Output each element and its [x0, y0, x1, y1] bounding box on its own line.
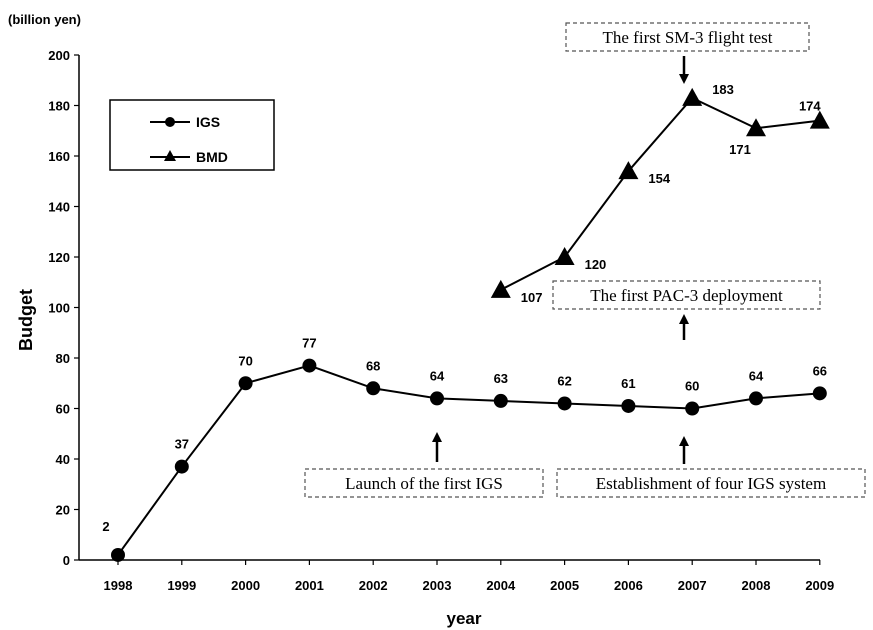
- x-tick-label-1998: 1998: [104, 578, 133, 593]
- data-label-bmd-2006: 154: [648, 171, 670, 186]
- point-igs-1998: [111, 547, 125, 562]
- data-label-igs-2003: 64: [430, 368, 445, 383]
- y-tick-label: 160: [48, 149, 70, 164]
- data-label-igs-2002: 68: [366, 358, 380, 373]
- annotation-text: Launch of the first IGS: [345, 474, 503, 493]
- data-label-igs-2005: 62: [557, 373, 571, 388]
- x-axis-title: year: [447, 609, 482, 628]
- y-tick-label: 60: [56, 402, 70, 417]
- data-label-igs-2006: 61: [621, 376, 635, 391]
- x-tick-label-2004: 2004: [486, 578, 516, 593]
- point-igs-2004: [493, 393, 508, 408]
- point-bmd-2008: [746, 118, 766, 137]
- point-igs-2003: [430, 391, 444, 406]
- x-tick-label-2005: 2005: [550, 578, 579, 593]
- point-bmd-2009: [809, 110, 830, 129]
- legend-bmd-marker: [164, 150, 176, 161]
- series-line-igs: [117, 364, 820, 556]
- annotation-arrow-head: [432, 432, 442, 442]
- point-igs-2005: [557, 396, 572, 411]
- annotation-3: Launch of the first IGS: [304, 432, 544, 498]
- x-tick-label-2009: 2009: [805, 578, 834, 593]
- annotations: The first SM-3 flight test The first PAC-…: [304, 22, 866, 498]
- y-tick-label: 140: [48, 200, 70, 215]
- annotation-4: Establishment of four IGS system: [556, 436, 866, 498]
- data-label-igs-2004: 63: [494, 371, 508, 386]
- x-tick-label-2002: 2002: [359, 578, 388, 593]
- annotation-text: Establishment of four IGS system: [596, 474, 826, 493]
- y-axis-title: Budget: [16, 289, 36, 351]
- y-tick-label: 40: [56, 452, 70, 467]
- y-tick-label: 200: [48, 48, 70, 63]
- annotation-box: [304, 468, 544, 498]
- x-tick-label-2007: 2007: [678, 578, 707, 593]
- x-tick-label-1999: 1999: [167, 578, 196, 593]
- point-igs-2002: [366, 381, 381, 396]
- series-line-bmd: [500, 96, 820, 291]
- data-label-bmd-2005: 120: [585, 257, 607, 272]
- x-tick-label-2008: 2008: [742, 578, 771, 593]
- annotation-text: The first SM-3 flight test: [603, 28, 773, 47]
- annotation-arrow-head: [679, 314, 689, 324]
- data-labels: 2 37 70 77 68 64 63 62 61 60 64 66 107 120 154 183 171 17…: [102, 82, 827, 534]
- y-tick-label: 20: [56, 503, 70, 518]
- y-tick-label: 80: [56, 351, 70, 366]
- annotation-box: [556, 468, 866, 498]
- annotation-arrow-head: [679, 436, 689, 446]
- point-bmd-2005: [554, 247, 575, 265]
- series-layer: [111, 87, 830, 562]
- legend-box: [109, 99, 275, 171]
- legend-bmd-label: BMD: [196, 149, 228, 165]
- data-label-igs-2008: 64: [749, 368, 764, 383]
- x-tick-label-2001: 2001: [295, 578, 324, 593]
- y-tick-label: 180: [48, 99, 70, 114]
- point-igs-2000: [238, 376, 253, 391]
- annotation-text: The first PAC-3 deployment: [590, 286, 783, 305]
- legend: IGS BMD: [109, 99, 275, 171]
- y-tick-label: 120: [48, 250, 70, 265]
- x-tick-labels: 1998 1999 2000 2001 2002 2003 2004 2005 2006 2007…: [104, 560, 834, 593]
- annotation-arrow-head: [679, 74, 689, 84]
- legend-igs-marker: [165, 117, 175, 127]
- point-bmd-2007: [682, 87, 703, 106]
- legend-igs-label: IGS: [196, 114, 220, 130]
- data-label-igs-2001: 77: [302, 336, 316, 351]
- data-label-bmd-2004: 107: [521, 290, 543, 305]
- x-tick-label-2000: 2000: [231, 578, 260, 593]
- point-igs-2009: [812, 386, 827, 401]
- y-tick-label: 100: [48, 301, 70, 316]
- point-igs-2007: [685, 401, 700, 416]
- y-tick-label: 0: [63, 553, 70, 568]
- x-tick-label-2003: 2003: [423, 578, 452, 593]
- data-label-igs-1998: 2: [102, 519, 109, 534]
- data-label-igs-2000: 70: [238, 353, 252, 368]
- annotation-box: [552, 280, 821, 310]
- data-label-bmd-2007: 183: [712, 82, 734, 97]
- annotation-box: [565, 22, 810, 52]
- annotation-2: The first PAC-3 deployment: [552, 280, 821, 340]
- x-tick-label-2006: 2006: [614, 578, 643, 593]
- data-label-bmd-2009: 174: [799, 99, 821, 114]
- point-igs-1999: [174, 459, 189, 474]
- point-bmd-2004: [490, 279, 511, 298]
- annotation-1: The first SM-3 flight test: [565, 22, 810, 84]
- unit-label: (billion yen): [8, 12, 81, 27]
- data-label-igs-2007: 60: [685, 379, 699, 394]
- point-bmd-2006: [618, 161, 639, 180]
- data-label-bmd-2008: 171: [729, 142, 751, 157]
- point-igs-2008: [749, 391, 763, 406]
- y-tick-labels: 0 20 40 60 80 100 120 140 160 180 200: [48, 48, 79, 568]
- point-igs-2006: [621, 398, 636, 413]
- point-igs-2001: [302, 358, 317, 373]
- data-label-igs-2009: 66: [813, 363, 827, 378]
- data-label-igs-1999: 37: [175, 437, 189, 452]
